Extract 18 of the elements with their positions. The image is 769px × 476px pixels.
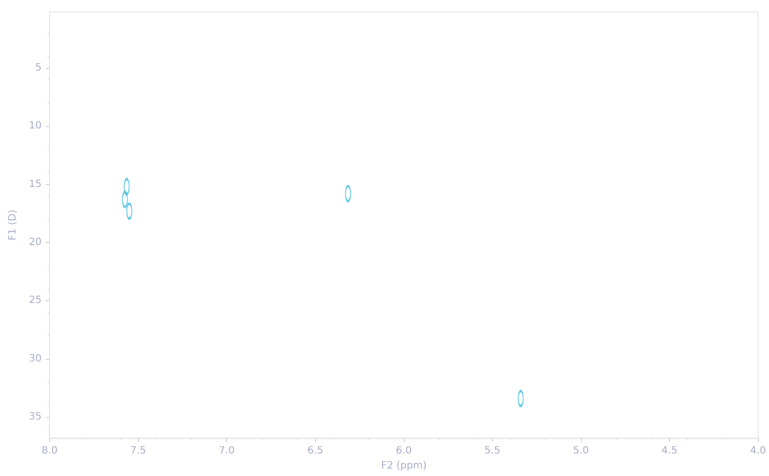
- y-tick-label: 35: [28, 412, 42, 423]
- x-tick-label: 4.0: [750, 446, 766, 457]
- x-tick-label: 4.5: [662, 446, 678, 457]
- y-tick-label: 25: [28, 295, 42, 306]
- x-tick-label: 7.0: [218, 446, 235, 457]
- x-tick-label: 6.5: [307, 446, 324, 457]
- x-tick-label: 6.0: [396, 446, 412, 457]
- x-tick-label: 5.0: [572, 446, 589, 457]
- x-tick-label: 7.5: [130, 446, 146, 457]
- y-axis-title: F1 (D): [8, 210, 18, 240]
- x-tick-label: 8.0: [42, 446, 58, 457]
- y-tick-label: 15: [28, 178, 42, 190]
- y-tick-label: 10: [28, 120, 42, 132]
- x-tick-label: 5.5: [484, 446, 500, 457]
- y-tick-label: 20: [28, 237, 42, 248]
- y-tick-label: 5: [35, 62, 42, 74]
- y-tick-label: 30: [28, 353, 42, 364]
- x-axis-title: F2 (ppm): [381, 460, 427, 472]
